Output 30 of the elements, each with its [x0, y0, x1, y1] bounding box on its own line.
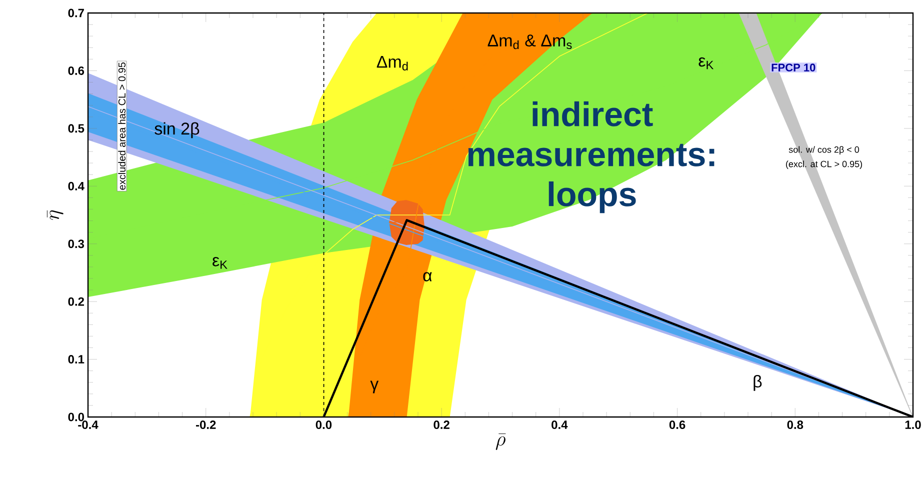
annotation: Δm$_{d}$ & Δm$_{s}$	[488, 34, 572, 50]
annotation: Δm$_{d}$	[376, 56, 408, 70]
y-tick-label: 0.7	[68, 8, 84, 18]
x-tick-label: 1.0	[905, 420, 921, 430]
x-tick-label: 0.4	[552, 420, 568, 430]
y-tick-label: 0.2	[68, 297, 84, 306]
annotation: ε$_{K}$	[212, 257, 228, 269]
annotation: sin 2β	[154, 122, 200, 138]
annotation: ε$_{K}$	[698, 57, 714, 70]
annotation: β	[754, 375, 762, 391]
x-tick-label: 0.6	[669, 420, 686, 430]
x-tick-label: 0.2	[434, 420, 450, 430]
y-tick-label: 0.0	[68, 412, 84, 422]
x-axis-title: $\bar{\rho}$	[496, 434, 506, 450]
annotation: γ	[370, 380, 379, 394]
y-tick-label: 0.6	[68, 66, 84, 75]
annotation: excluded area has CL > 0.95	[118, 62, 126, 190]
y-tick-label: 0.5	[68, 124, 84, 133]
x-tick-label: 0.0	[316, 420, 332, 430]
x-tick-label: 0.8	[787, 420, 804, 430]
y-tick-label: 0.3	[68, 240, 84, 248]
x-tick-label: -0.2	[196, 420, 216, 430]
y-tick-label: 0.1	[68, 355, 84, 364]
annotation: α	[423, 272, 432, 282]
annotation: FPCP 10	[772, 64, 816, 72]
y-axis-title: $\bar{\eta}$	[46, 210, 64, 220]
annotation: (excl. at CL > 0.95)	[786, 160, 862, 169]
y-tick-label: 0.4	[68, 182, 84, 190]
annotation: sol. w/ cos 2β < 0	[788, 146, 860, 155]
x-tick-label: -0.4	[78, 420, 98, 430]
